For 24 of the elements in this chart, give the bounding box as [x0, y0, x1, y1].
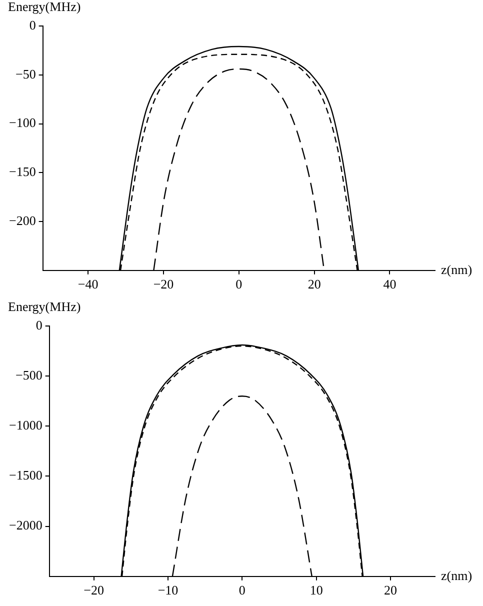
y-tick-label: 0 [36, 317, 42, 332]
y-tick-label: −1500 [8, 468, 42, 483]
x-tick-label: 0 [238, 582, 246, 598]
y-tick-label: −1000 [8, 418, 42, 433]
y-tick-label: −50 [15, 66, 36, 82]
x-axis-title: z(nm) [441, 262, 472, 277]
x-tick-label: 40 [383, 276, 396, 292]
y-axis-title: Energy(MHz) [8, 0, 81, 14]
x-tick-label: −20 [84, 582, 104, 598]
y-tick-label: −100 [8, 115, 36, 130]
y-tick-label: −500 [15, 368, 42, 382]
x-tick-label: −20 [153, 276, 174, 292]
x-tick-label: 20 [384, 582, 397, 598]
y-tick-label: −2000 [8, 518, 42, 533]
y-tick-label: −200 [8, 212, 36, 228]
x-tick-label: 0 [236, 276, 242, 292]
x-tick-label: −40 [78, 276, 98, 292]
x-tick-label: 10 [310, 582, 323, 598]
y-tick-label: −150 [8, 164, 36, 180]
x-tick-label: 20 [308, 276, 321, 292]
x-axis-title: z(nm) [441, 568, 472, 583]
y-axis-title: Energy(MHz) [8, 298, 81, 314]
y-tick-label: 0 [29, 17, 36, 32]
x-tick-label: −10 [158, 582, 178, 598]
